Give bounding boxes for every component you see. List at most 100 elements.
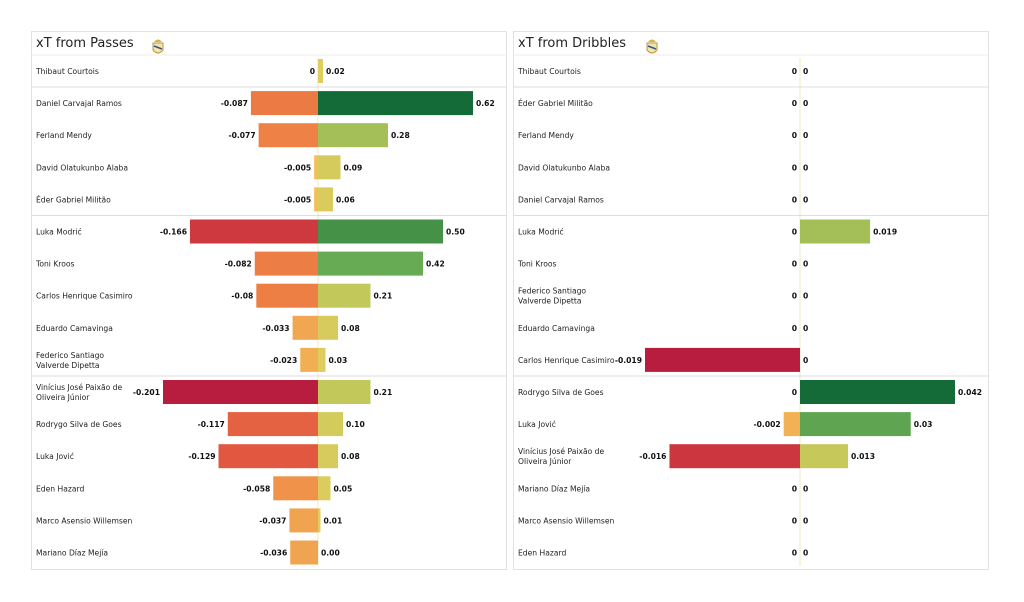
player-label: Vinícius José Paixão de Oliveira Júnior — [36, 383, 122, 402]
negative-value-label: -0.036 — [260, 549, 287, 558]
negative-value-label: -0.037 — [259, 516, 286, 525]
player-label: Toni Kroos — [35, 260, 75, 269]
positive-value-label: 0 — [803, 67, 808, 76]
positive-value-label: 0.08 — [341, 452, 360, 461]
positive-value-label: 0 — [803, 516, 808, 525]
negative-value-label: 0 — [792, 67, 797, 76]
negative-bar — [783, 412, 800, 437]
real-madrid-crest-icon — [646, 39, 658, 54]
negative-value-label: -0.117 — [198, 420, 225, 429]
player-label: Thibaut Courtois — [517, 67, 581, 76]
player-label: Carlos Henrique Casimiro — [36, 292, 133, 301]
player-label: Federico Santiago Valverde Dipetta — [518, 287, 586, 306]
positive-bar — [318, 91, 473, 116]
player-label: Eduardo Camavinga — [36, 324, 113, 333]
positive-bar — [318, 251, 423, 276]
player-label: Vinícius José Paixão de Oliveira Júnior — [518, 447, 604, 466]
negative-value-label: -0.033 — [262, 324, 289, 333]
negative-bar — [163, 380, 318, 404]
positive-bar — [318, 123, 388, 148]
negative-bar — [290, 540, 318, 565]
negative-value-label: -0.077 — [228, 131, 255, 140]
player-label: Ferland Mendy — [36, 131, 92, 140]
negative-bar — [314, 155, 318, 180]
negative-value-label: 0 — [792, 131, 797, 140]
player-label: Federico Santiago Valverde Dipetta — [36, 351, 104, 370]
negative-value-label: -0.058 — [243, 484, 270, 493]
player-label: Luka Jović — [518, 420, 556, 429]
negative-bar — [292, 315, 318, 340]
positive-value-label: 0.00 — [321, 549, 340, 558]
positive-value-label: 0 — [803, 163, 808, 172]
player-label: Mariano Díaz Mejía — [36, 549, 108, 558]
positive-value-label: 0.06 — [336, 195, 355, 204]
positive-value-label: 0.03 — [329, 356, 348, 365]
positive-value-label: 0.28 — [391, 131, 410, 140]
negative-bar — [314, 187, 318, 212]
negative-bar — [254, 251, 318, 276]
player-label: Eduardo Camavinga — [518, 324, 595, 333]
negative-bar — [250, 91, 318, 116]
positive-bar — [318, 283, 371, 308]
negative-bar — [258, 123, 318, 148]
negative-value-label: -0.166 — [160, 228, 187, 237]
positive-value-label: 0.01 — [324, 516, 343, 525]
player-label: Thibaut Courtois — [35, 67, 99, 76]
positive-value-label: 0.09 — [344, 163, 363, 172]
negative-bar — [189, 219, 318, 244]
negative-value-label: 0 — [792, 260, 797, 269]
positive-value-label: 0.019 — [873, 228, 897, 237]
positive-value-label: 0 — [803, 99, 808, 108]
positive-bar — [318, 187, 333, 212]
player-label: Marco Asensio Willemsen — [518, 516, 615, 525]
negative-value-label: 0 — [792, 292, 797, 301]
player-label: Éder Gabriel Militão — [518, 99, 593, 108]
negative-value-label: 0 — [792, 324, 797, 333]
positive-bar — [318, 444, 338, 469]
positive-value-label: 0 — [803, 484, 808, 493]
dribbles-panel: xT from Dribbles — [513, 31, 989, 570]
player-label: Luka Modrić — [36, 228, 82, 237]
positive-value-label: 0 — [803, 195, 808, 204]
positive-value-label: 0.42 — [426, 260, 445, 269]
player-label: Luka Jović — [36, 452, 74, 461]
positive-value-label: 0.03 — [914, 420, 933, 429]
negative-value-label: 0 — [792, 516, 797, 525]
positive-value-label: 0.042 — [958, 388, 982, 397]
negative-value-label: -0.005 — [284, 195, 311, 204]
player-label: Eden Hazard — [36, 484, 85, 493]
positive-value-label: 0.21 — [374, 292, 393, 301]
negative-value-label: -0.016 — [639, 452, 666, 461]
positive-bar — [318, 155, 341, 180]
player-label: Rodrygo Silva de Goes — [518, 388, 604, 397]
positive-value-label: 0 — [803, 324, 808, 333]
passes-panel: xT from Passes — [31, 31, 507, 570]
negative-value-label: -0.08 — [231, 292, 253, 301]
negative-bar — [645, 347, 800, 372]
positive-value-label: 0 — [803, 260, 808, 269]
positive-value-label: 0.02 — [326, 67, 345, 76]
negative-value-label: -0.002 — [754, 420, 781, 429]
negative-value-label: -0.087 — [221, 99, 248, 108]
positive-bar — [318, 315, 338, 340]
negative-value-label: 0 — [792, 163, 797, 172]
positive-bar — [800, 444, 848, 469]
negative-bar — [227, 412, 318, 437]
negative-value-label: 0 — [792, 484, 797, 493]
positive-value-label: 0.013 — [851, 452, 875, 461]
dribbles-title: xT from Dribbles — [518, 36, 627, 51]
negative-value-label: 0 — [792, 99, 797, 108]
positive-value-label: 0.10 — [346, 420, 365, 429]
negative-value-label: -0.023 — [270, 356, 297, 365]
negative-value-label: 0 — [792, 195, 797, 204]
negative-bar — [256, 283, 318, 308]
positive-value-label: 0 — [803, 549, 808, 558]
player-label: Rodrygo Silva de Goes — [36, 420, 122, 429]
player-label: Mariano Díaz Mejía — [518, 484, 590, 493]
negative-value-label: -0.019 — [615, 356, 642, 365]
negative-value-label: 0 — [310, 67, 315, 76]
positive-bar — [318, 476, 331, 501]
positive-bar — [318, 508, 321, 533]
player-label: Carlos Henrique Casimiro — [518, 356, 615, 365]
player-label: Ferland Mendy — [518, 131, 574, 140]
